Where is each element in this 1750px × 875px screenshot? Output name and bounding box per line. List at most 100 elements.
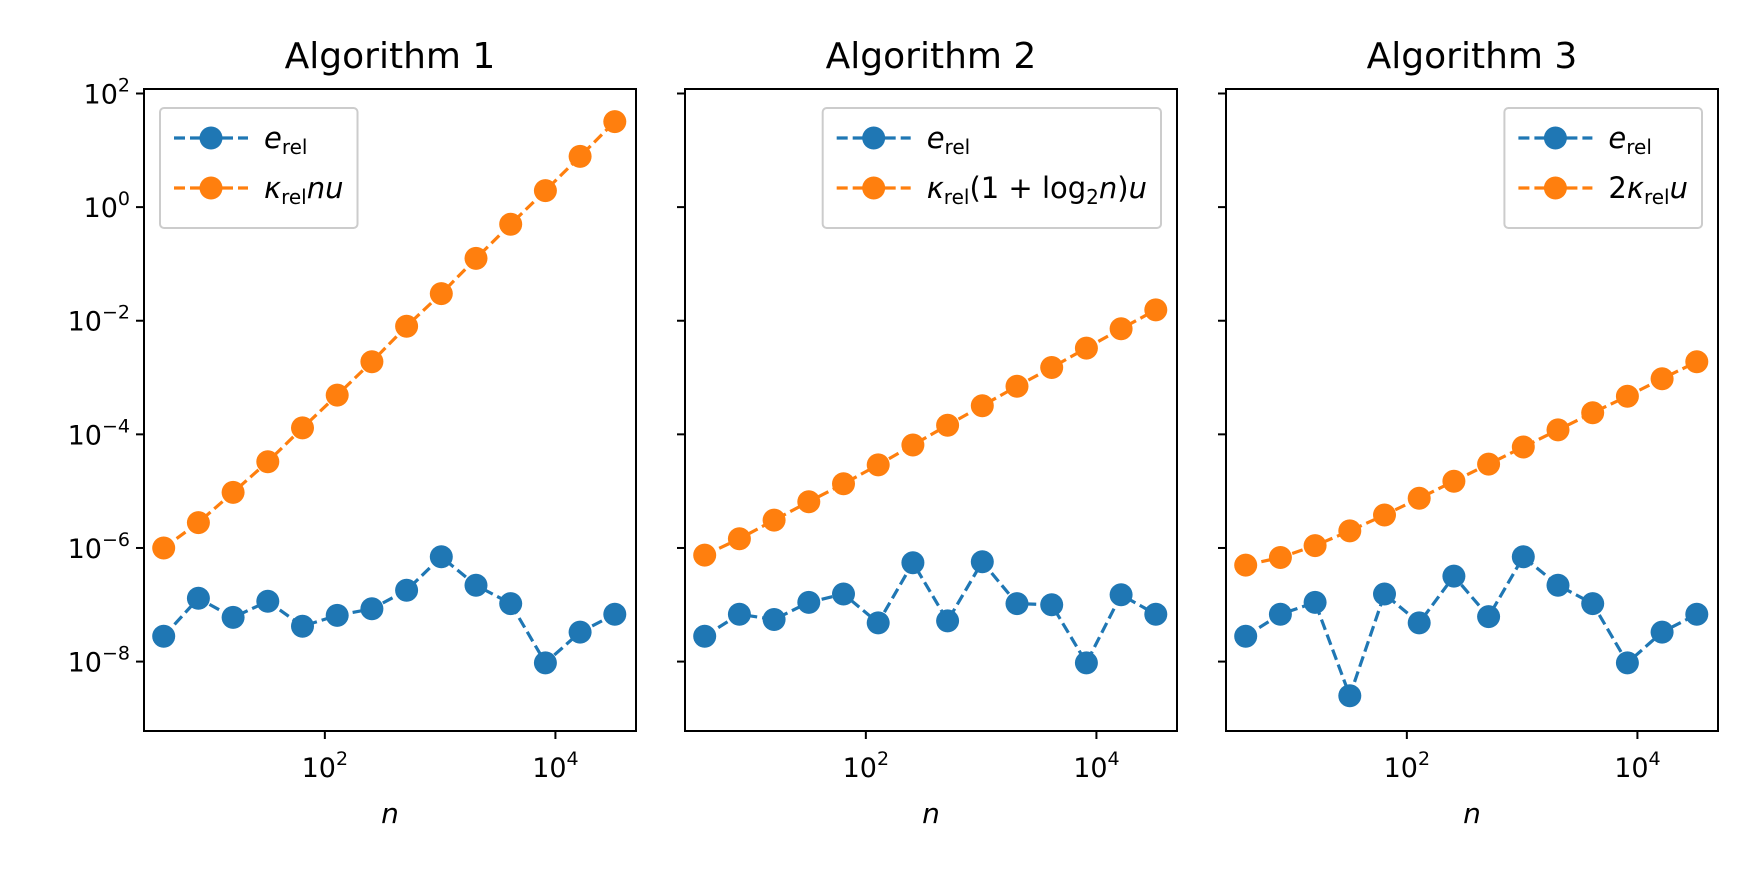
plot-frame	[1225, 88, 1719, 732]
data-point-orange	[1303, 534, 1327, 558]
data-point-blue	[1268, 602, 1292, 626]
chart-title: Algorithm 1	[285, 36, 496, 77]
legend: erel κrel(1 + log2n)u	[821, 107, 1162, 229]
data-point-blue	[1442, 564, 1466, 588]
legend-frame	[1503, 107, 1703, 229]
y-tick-label: 102	[84, 74, 130, 110]
y-tick-label: 10−4	[68, 415, 130, 451]
series-line-orange	[1245, 360, 1698, 567]
data-point-blue	[797, 590, 821, 614]
x-tick-label: 102	[1384, 748, 1430, 784]
data-point-blue	[866, 611, 890, 635]
data-point-blue	[936, 609, 960, 633]
data-point-blue	[1511, 545, 1535, 569]
data-point-orange	[1234, 553, 1258, 577]
data-point-blue	[1615, 651, 1639, 675]
plot-frame	[684, 88, 1178, 732]
y-tick-label: 100	[84, 188, 130, 224]
data-point-blue	[1581, 592, 1605, 616]
legend-label: κrel(1 + log2n)u	[927, 171, 1147, 209]
data-point-orange	[1074, 336, 1098, 360]
data-point-blue	[1234, 624, 1258, 648]
data-point-orange	[1615, 384, 1639, 408]
data-point-orange	[568, 144, 592, 168]
data-point-orange	[325, 383, 349, 407]
data-point-orange	[1373, 503, 1396, 527]
data-point-blue	[603, 602, 627, 626]
data-point-orange	[1442, 469, 1466, 493]
data-point-blue	[568, 620, 592, 644]
data-point-blue	[1650, 620, 1674, 644]
data-point-orange	[1511, 435, 1535, 459]
data-point-orange	[464, 246, 488, 270]
data-point-blue	[429, 545, 453, 569]
data-point-blue	[1040, 593, 1064, 617]
data-point-orange	[1650, 367, 1674, 391]
data-point-blue	[1407, 611, 1431, 635]
legend-handle-marker	[862, 176, 886, 200]
data-point-orange	[1144, 298, 1168, 322]
x-tick-label: 102	[302, 748, 348, 784]
data-point-orange	[762, 508, 786, 532]
y-tick-label: 10−6	[68, 529, 130, 565]
data-point-orange	[866, 453, 890, 477]
legend-label: erel	[264, 121, 308, 159]
data-point-orange	[832, 472, 855, 496]
plot-frame	[143, 88, 637, 732]
data-point-orange	[221, 480, 245, 504]
data-point-blue	[1005, 592, 1029, 616]
legend: erel κrelnu	[159, 107, 359, 229]
data-point-blue	[325, 603, 349, 627]
legend-handle-marker	[1543, 126, 1567, 150]
data-point-blue	[727, 602, 751, 626]
data-point-orange	[603, 110, 627, 134]
x-axis-label: n	[1463, 797, 1481, 830]
data-point-blue	[1546, 573, 1570, 597]
data-point-blue	[1303, 590, 1327, 614]
x-tick-label: 104	[532, 748, 578, 784]
data-point-orange	[291, 416, 314, 440]
panel-3: Algorithm 3 102 104 n erel 2κrelu	[1218, 36, 1719, 830]
data-point-blue	[360, 597, 384, 621]
data-point-blue	[1373, 582, 1396, 606]
data-point-orange	[901, 433, 925, 457]
legend-frame	[159, 107, 359, 229]
data-point-blue	[1685, 602, 1709, 626]
data-point-orange	[499, 212, 523, 236]
y-tick-label: 10−2	[68, 302, 130, 338]
data-point-blue	[1074, 651, 1098, 675]
x-axis-label: n	[922, 797, 940, 830]
data-point-blue	[1477, 605, 1501, 629]
panel-2: Algorithm 2 102 104 n erel κrel(1 + log2n)u	[677, 36, 1178, 830]
legend-label: 2κrelu	[1608, 171, 1688, 209]
data-point-orange	[970, 394, 994, 418]
chart-title: Algorithm 3	[1367, 36, 1578, 77]
data-point-orange	[1268, 546, 1292, 569]
panel-1: Algorithm 1 102 100 10−2 10−4 10−6 10−8 102 104 n…	[68, 36, 637, 830]
data-point-blue	[499, 592, 523, 616]
data-point-orange	[1546, 418, 1570, 442]
series-line-blue	[1244, 554, 1698, 701]
legend-handle-marker	[862, 126, 886, 150]
data-point-blue	[1109, 583, 1133, 607]
data-point-blue	[533, 651, 557, 675]
chart-title: Algorithm 2	[826, 36, 1037, 77]
legend: erel 2κrelu	[1503, 107, 1703, 229]
legend-handle-marker	[1543, 176, 1567, 200]
data-point-orange	[797, 490, 821, 514]
data-point-blue	[186, 586, 210, 610]
data-point-blue	[464, 573, 488, 597]
data-point-orange	[1581, 401, 1605, 425]
data-point-orange	[693, 543, 717, 567]
data-point-blue	[901, 551, 925, 575]
data-point-orange	[1407, 486, 1431, 510]
data-point-orange	[727, 527, 751, 551]
legend-label: κrelnu	[264, 171, 344, 209]
data-point-orange	[256, 450, 280, 474]
data-point-blue	[291, 614, 314, 638]
data-point-blue	[762, 608, 786, 631]
data-point-orange	[1338, 519, 1362, 543]
data-point-blue	[152, 624, 176, 648]
x-tick-label: 104	[1614, 748, 1660, 784]
legend-handle-marker	[199, 176, 223, 200]
